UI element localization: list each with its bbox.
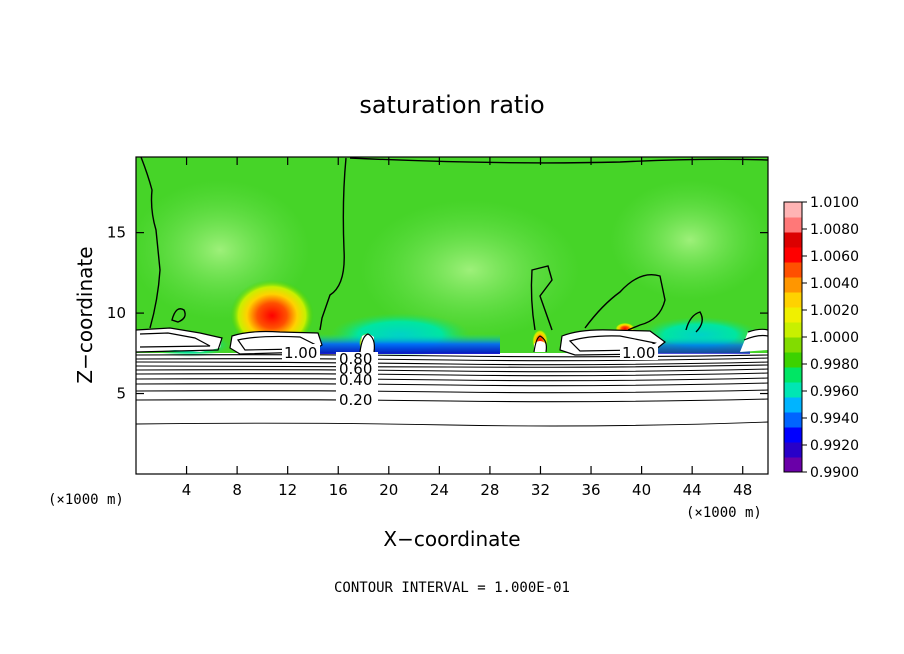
y-tick-label: 10 — [107, 304, 126, 322]
colorbar-swatch — [784, 352, 802, 368]
colorbar-tick-label: 0.9900 — [810, 465, 859, 481]
x-axis-label: X−coordinate — [383, 527, 520, 551]
colorbar-swatch — [784, 292, 802, 308]
x-tick-label: 36 — [581, 481, 600, 499]
colorbar-tick-label: 1.0060 — [810, 249, 859, 265]
colorbar-tick-label: 1.0020 — [810, 303, 859, 319]
colorbar-tick-label: 0.9940 — [810, 411, 859, 427]
colorbar-swatch — [784, 337, 802, 353]
contour-lines-lower — [136, 354, 768, 427]
colorbar-swatch — [784, 232, 802, 248]
x-tick-label: 8 — [232, 481, 242, 499]
colorbar-swatch — [784, 367, 802, 383]
colorbar-swatch — [784, 217, 802, 233]
light-patch — [360, 200, 580, 340]
x-tick-label: 12 — [278, 481, 297, 499]
colorbar-tick-label: 1.0080 — [810, 222, 859, 238]
colorbar-tick-label: 1.0100 — [810, 195, 859, 211]
colorbar-tick-label: 0.9980 — [810, 357, 859, 373]
colorbar-swatch — [784, 262, 802, 278]
colorbar-swatch — [784, 247, 802, 263]
colorbar-swatch — [784, 442, 802, 458]
contour-label: 0.60 — [339, 360, 372, 378]
contour-interval-note: CONTOUR INTERVAL = 1.000E-01 — [334, 580, 570, 596]
colorbar-tick-label: 0.9960 — [810, 384, 859, 400]
x-tick-label: 16 — [329, 481, 348, 499]
x-tick-label: 24 — [430, 481, 449, 499]
x-tick-label: 4 — [182, 481, 192, 499]
plot-area: 1.00 1.00 0.80 0.60 0.40 0.20 — [136, 157, 768, 474]
colorbar-swatch — [784, 277, 802, 293]
cloud-blob — [534, 341, 546, 352]
colorbar-tick-label: 1.0040 — [810, 276, 859, 292]
light-patch — [610, 180, 768, 300]
plot-frame — [135, 156, 769, 475]
colorbar-swatch — [784, 397, 802, 413]
colorbar-swatch — [784, 322, 802, 338]
y-tick-label: 15 — [107, 224, 126, 242]
contour-label: 1.00 — [622, 344, 655, 362]
x-tick-label: 32 — [531, 481, 550, 499]
y-tick-label: 5 — [116, 385, 126, 403]
x-axis-ticks: 4 8 12 16 20 24 28 32 36 40 44 48 — [182, 157, 752, 499]
x-tick-label: 44 — [683, 481, 702, 499]
contour-label: 1.00 — [284, 344, 317, 362]
x-tick-label: 20 — [379, 481, 398, 499]
colorbar: 0.9900 0.9920 0.9940 0.9960 0.9980 1.0000 1.00… — [783, 195, 859, 481]
colorbar-swatch — [784, 307, 802, 323]
y-axis-ticks: 5 10 15 — [107, 224, 768, 403]
y-axis-unit: (×1000 m) — [48, 492, 124, 508]
contour-label: 0.80 — [339, 350, 372, 368]
y-axis-label: Z−coordinate — [73, 246, 97, 383]
contour-label: 0.40 — [339, 371, 372, 389]
x-tick-label: 40 — [632, 481, 651, 499]
x-tick-label: 48 — [733, 481, 752, 499]
x-axis-unit: (×1000 m) — [686, 505, 762, 521]
blue-band — [300, 334, 500, 354]
colorbar-tick-label: 1.0000 — [810, 330, 859, 346]
colorbar-swatch — [784, 427, 802, 443]
colorbar-swatch — [784, 412, 802, 428]
supersaturation-spot — [230, 276, 314, 348]
contour-one-lines — [140, 157, 768, 333]
colorbar-swatch — [784, 382, 802, 398]
colorbar-swatch — [784, 202, 802, 218]
chart-title: saturation ratio — [359, 91, 544, 119]
colorbar-swatch — [784, 457, 802, 473]
blue-band — [640, 336, 750, 354]
contour-label: 0.20 — [339, 391, 372, 409]
x-tick-label: 28 — [480, 481, 499, 499]
colorbar-tick-label: 0.9920 — [810, 438, 859, 454]
